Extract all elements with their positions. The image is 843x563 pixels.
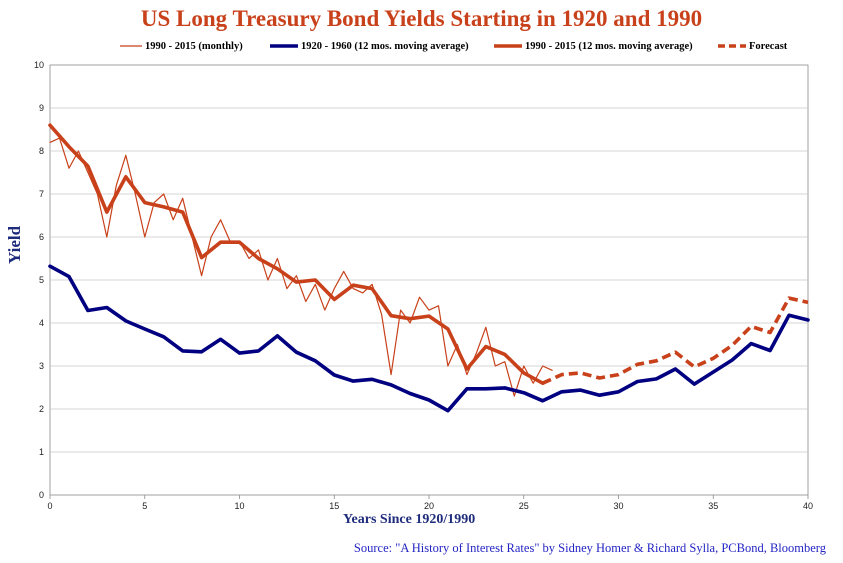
legend-swatch-forecast xyxy=(718,44,746,48)
legend-item-1920-avg: 1920 - 1960 (12 mos. moving average) xyxy=(270,38,469,54)
legend-swatch-1990-avg xyxy=(494,44,522,48)
source-note: Source: "A History of Interest Rates" by… xyxy=(353,541,826,555)
legend-item-monthly: 1990 - 2015 (monthly) xyxy=(120,38,243,54)
y-tick-label: 6 xyxy=(39,232,44,242)
y-tick-label: 5 xyxy=(39,275,44,285)
legend-swatch-1920-avg xyxy=(270,44,298,48)
y-axis-label: Yield xyxy=(5,225,25,265)
x-tick-label: 20 xyxy=(424,501,434,511)
y-tick-label: 4 xyxy=(39,318,44,328)
x-tick-label: 5 xyxy=(142,501,147,511)
x-tick-label: 10 xyxy=(234,501,244,511)
series-forecast-line xyxy=(541,296,809,385)
legend-label-1990-avg: 1990 - 2015 (12 mos. moving average) xyxy=(525,40,693,52)
x-tick-label: 25 xyxy=(519,501,529,511)
x-tick-label: 30 xyxy=(613,501,623,511)
legend-label-forecast: Forecast xyxy=(749,40,788,52)
x-tick-label: 0 xyxy=(47,501,52,511)
chart-title: US Long Treasury Bond Yields Starting in… xyxy=(140,6,703,31)
y-tick-label: 2 xyxy=(39,404,44,414)
legend: 1990 - 2015 (monthly) 1920 - 1960 (12 mo… xyxy=(0,38,843,56)
y-tick-label: 9 xyxy=(39,103,44,113)
series-1920-1960-avg-line xyxy=(48,264,810,413)
y-tick-label: 8 xyxy=(39,146,44,156)
x-tick-label: 40 xyxy=(803,501,813,511)
y-tick-label: 1 xyxy=(39,447,44,457)
legend-label-monthly: 1990 - 2015 (monthly) xyxy=(145,40,243,52)
y-tick-label: 0 xyxy=(39,490,44,500)
y-tick-label: 10 xyxy=(34,60,44,70)
y-tick-label: 3 xyxy=(39,361,44,371)
y-tick-label: 7 xyxy=(39,189,44,199)
legend-label-1920-avg: 1920 - 1960 (12 mos. moving average) xyxy=(301,40,469,52)
series-1990-2015-avg-line xyxy=(48,123,545,386)
legend-swatch-monthly xyxy=(120,45,142,47)
legend-item-forecast: Forecast xyxy=(718,38,787,54)
x-axis-label: Years Since 1920/1990 xyxy=(343,512,476,527)
legend-item-1990-avg: 1990 - 2015 (12 mos. moving average) xyxy=(494,38,693,54)
x-tick-label: 35 xyxy=(708,501,718,511)
x-tick-label: 15 xyxy=(329,501,339,511)
